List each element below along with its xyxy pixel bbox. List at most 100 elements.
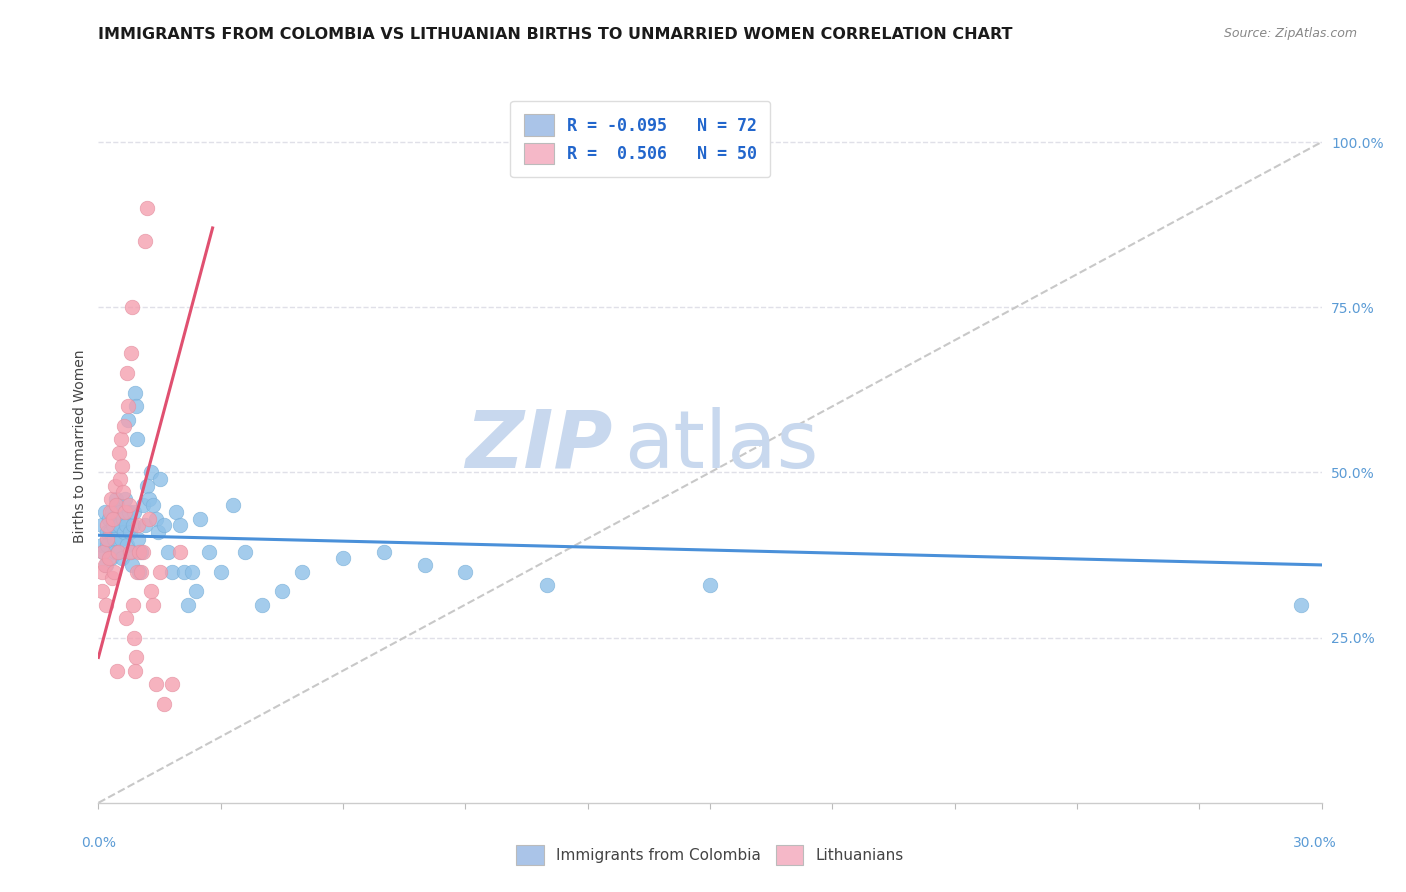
- Point: [108, 505, 131, 519]
- Point: [127, 518, 149, 533]
- Point: [160, 565, 183, 579]
- Point: [128, 545, 150, 559]
- Point: [90, 565, 112, 579]
- Point: [169, 518, 191, 533]
- Point: [160, 677, 183, 691]
- Point: [111, 458, 134, 473]
- Point: [104, 478, 127, 492]
- Point: [91, 545, 114, 559]
- Point: [149, 472, 172, 486]
- Point: [103, 565, 125, 579]
- Point: [136, 201, 159, 215]
- Point: [142, 598, 165, 612]
- Text: ZIP: ZIP: [465, 407, 612, 485]
- Point: [112, 419, 135, 434]
- Point: [108, 518, 131, 533]
- Point: [97, 511, 120, 525]
- Point: [136, 478, 159, 492]
- Point: [122, 518, 145, 533]
- Point: [141, 584, 163, 599]
- Point: [125, 650, 148, 665]
- Point: [96, 524, 118, 539]
- Point: [97, 551, 120, 566]
- Point: [117, 400, 139, 414]
- Point: [104, 499, 127, 513]
- Point: [93, 558, 115, 572]
- Point: [209, 565, 232, 579]
- Point: [107, 545, 129, 559]
- Point: [146, 524, 169, 539]
- Point: [454, 565, 477, 579]
- Point: [96, 532, 118, 546]
- Point: [124, 631, 146, 645]
- Point: [165, 505, 187, 519]
- Point: [169, 545, 191, 559]
- Point: [96, 538, 118, 552]
- Point: [373, 545, 395, 559]
- Text: 30.0%: 30.0%: [1292, 836, 1337, 850]
- Point: [127, 433, 149, 447]
- Point: [699, 578, 721, 592]
- Point: [120, 545, 142, 559]
- Point: [96, 518, 118, 533]
- Point: [138, 491, 160, 506]
- Point: [145, 677, 167, 691]
- Point: [108, 445, 131, 459]
- Point: [111, 485, 134, 500]
- Point: [145, 511, 167, 525]
- Point: [125, 400, 148, 414]
- Point: [90, 538, 112, 552]
- Point: [128, 565, 150, 579]
- Point: [134, 518, 156, 533]
- Point: [138, 511, 160, 525]
- Point: [152, 518, 174, 533]
- Point: [94, 598, 117, 612]
- Point: [134, 234, 156, 248]
- Point: [100, 551, 122, 566]
- Point: [181, 565, 204, 579]
- Point: [121, 558, 143, 572]
- Point: [115, 611, 138, 625]
- Point: [152, 697, 174, 711]
- Point: [120, 346, 142, 360]
- Point: [115, 518, 138, 533]
- Point: [105, 664, 128, 678]
- Point: [103, 532, 125, 546]
- Point: [156, 545, 179, 559]
- Point: [127, 532, 149, 546]
- Point: [124, 664, 146, 678]
- Text: atlas: atlas: [624, 407, 818, 485]
- Point: [115, 367, 138, 381]
- Point: [122, 598, 145, 612]
- Point: [129, 545, 152, 559]
- Point: [91, 584, 114, 599]
- Point: [141, 466, 163, 480]
- Point: [110, 433, 132, 447]
- Legend: Immigrants from Colombia, Lithuanians: Immigrants from Colombia, Lithuanians: [503, 833, 917, 877]
- Point: [108, 472, 131, 486]
- Point: [120, 524, 142, 539]
- Point: [197, 545, 219, 559]
- Point: [111, 511, 134, 525]
- Point: [121, 300, 143, 314]
- Point: [94, 558, 117, 572]
- Point: [105, 499, 128, 513]
- Point: [118, 505, 141, 519]
- Point: [413, 558, 436, 572]
- Point: [1291, 598, 1313, 612]
- Point: [124, 505, 146, 519]
- Point: [115, 538, 138, 552]
- Text: Source: ZipAtlas.com: Source: ZipAtlas.com: [1223, 27, 1357, 40]
- Point: [91, 545, 114, 559]
- Point: [110, 532, 132, 546]
- Point: [120, 545, 142, 559]
- Point: [98, 505, 121, 519]
- Point: [117, 412, 139, 426]
- Y-axis label: Births to Unmarried Women: Births to Unmarried Women: [73, 350, 87, 542]
- Point: [114, 505, 136, 519]
- Point: [149, 565, 172, 579]
- Point: [104, 545, 127, 559]
- Point: [173, 565, 195, 579]
- Point: [132, 545, 155, 559]
- Point: [222, 499, 245, 513]
